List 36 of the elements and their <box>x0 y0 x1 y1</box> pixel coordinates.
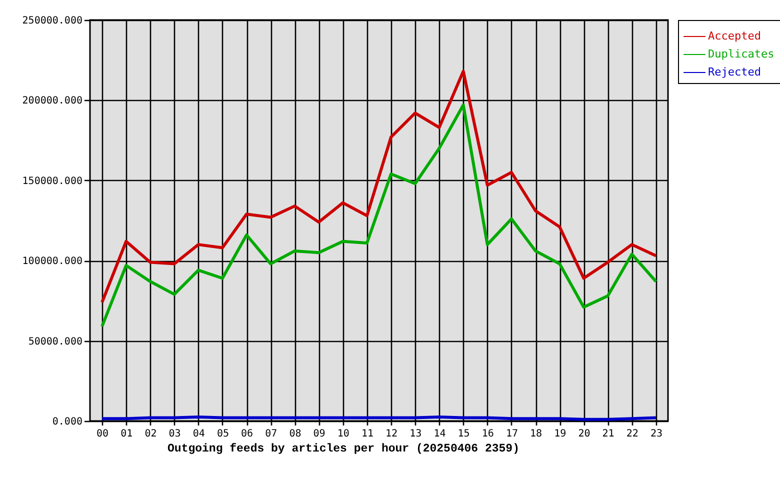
x-tick-label: 01 <box>120 428 133 440</box>
x-tick-label: 16 <box>482 428 494 440</box>
x-tick-label: 00 <box>96 428 109 440</box>
line-series <box>100 70 658 304</box>
x-tick-label: 07 <box>265 428 278 440</box>
x-tick-label: 23 <box>650 428 662 440</box>
x-tick-label: 11 <box>361 428 374 440</box>
x-tick-label: 12 <box>386 428 398 440</box>
x-tick-label: 14 <box>434 428 446 440</box>
x-tick-label: 13 <box>410 428 422 440</box>
x-tick-label: 09 <box>313 428 326 440</box>
y-tick-label: 50000.000 <box>28 336 82 348</box>
x-axis-title: Outgoing feeds by articles per hour (20250406 2359) <box>168 442 520 456</box>
x-tick-label: 10 <box>337 428 350 440</box>
legend-label: Duplicates <box>708 48 774 60</box>
x-tick-label: 17 <box>506 428 518 440</box>
x-tick-label: 22 <box>626 428 638 440</box>
y-tick-label: 250000.000 <box>22 16 82 26</box>
x-tick-label: 08 <box>289 428 302 440</box>
x-tick-label: 04 <box>192 428 205 440</box>
x-tick-label: 19 <box>554 428 566 440</box>
x-tick-label: 05 <box>216 428 229 440</box>
x-tick-label: 06 <box>241 428 254 440</box>
x-tick-label: 02 <box>144 428 157 440</box>
line-series <box>100 104 658 328</box>
legend-label: Rejected <box>708 66 761 78</box>
y-tick-label: 150000.000 <box>22 176 82 187</box>
x-tick-label: 21 <box>602 428 614 440</box>
legend-label: Accepted <box>708 30 761 42</box>
x-tick-label: 18 <box>530 428 542 440</box>
y-tick-label: 100000.000 <box>22 256 82 268</box>
y-tick-label: 0.000 <box>52 416 82 428</box>
x-tick-label: 15 <box>458 428 470 440</box>
x-tick-label: 03 <box>168 428 181 440</box>
x-tick-label: 20 <box>578 428 590 440</box>
y-tick-label: 200000.000 <box>22 96 82 107</box>
